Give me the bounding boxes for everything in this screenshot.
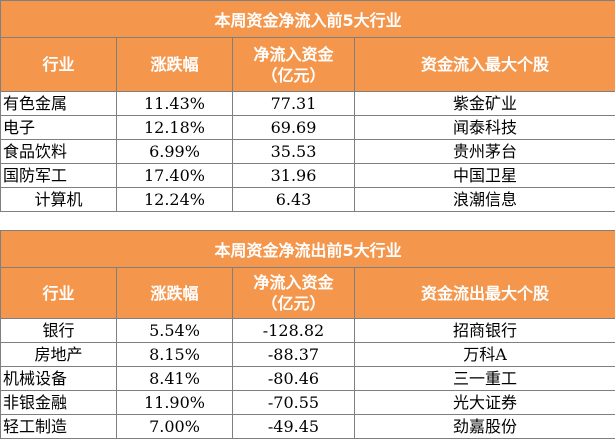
change-cell: 12.18% <box>116 115 233 140</box>
outflow-header-change: 涨跌幅 <box>116 267 233 319</box>
net-cell: -70.55 <box>232 390 355 415</box>
change-cell: 11.90% <box>116 390 233 415</box>
inflow-table-title: 本周资金净流入前5大行业 <box>0 0 615 38</box>
stock-cell: 闻泰科技 <box>353 115 615 140</box>
change-cell: 5.54% <box>116 318 233 343</box>
stock-cell: 中国卫星 <box>353 163 615 188</box>
inflow-header-top-stock: 资金流入最大个股 <box>353 37 615 92</box>
stock-cell: 万科A <box>353 342 615 367</box>
outflow-header-top-stock: 资金流出最大个股 <box>353 267 615 319</box>
change-cell: 8.15% <box>116 342 233 367</box>
table-row: 非银金融 11.90% -70.55 光大证券 <box>0 390 615 415</box>
inflow-header-net: 净流入资金 （亿元） <box>232 37 355 92</box>
table-row: 计算机 12.24% 6.43 浪潮信息 <box>0 187 615 212</box>
change-cell: 12.24% <box>116 187 233 212</box>
table-row: 轻工制造 7.00% -49.45 劲嘉股份 <box>0 414 615 439</box>
outflow-header-net-line1: 净流入资金 <box>253 273 334 292</box>
table-row: 房地产 8.15% -88.37 万科A <box>0 342 615 367</box>
table-row: 电子 12.18% 69.69 闻泰科技 <box>0 115 615 140</box>
stock-cell: 招商银行 <box>353 318 615 343</box>
net-cell: -128.82 <box>232 318 355 343</box>
industry-cell: 计算机 <box>0 187 117 212</box>
outflow-header-net: 净流入资金 （亿元） <box>232 267 355 319</box>
inflow-header-change: 涨跌幅 <box>116 37 233 92</box>
industry-cell: 国防军工 <box>0 163 117 188</box>
inflow-header-row: 行业 涨跌幅 净流入资金 （亿元） 资金流入最大个股 <box>0 37 615 92</box>
change-cell: 17.40% <box>116 163 233 188</box>
industry-cell: 食品饮料 <box>0 139 117 164</box>
industry-cell: 轻工制造 <box>0 414 117 439</box>
net-cell: 77.31 <box>232 91 355 116</box>
industry-cell: 非银金融 <box>0 390 117 415</box>
outflow-title-row: 本周资金净流出前5大行业 <box>0 230 615 268</box>
net-cell: 69.69 <box>232 115 355 140</box>
stock-cell: 劲嘉股份 <box>353 414 615 439</box>
table-row: 机械设备 8.41% -80.46 三一重工 <box>0 366 615 391</box>
inflow-table: 本周资金净流入前5大行业 行业 涨跌幅 净流入资金 （亿元） 资金流入最大个股 … <box>0 0 615 212</box>
inflow-title-row: 本周资金净流入前5大行业 <box>0 0 615 38</box>
change-cell: 7.00% <box>116 414 233 439</box>
net-cell: -88.37 <box>232 342 355 367</box>
table-row: 银行 5.54% -128.82 招商银行 <box>0 318 615 343</box>
industry-cell: 银行 <box>0 318 117 343</box>
stock-cell: 三一重工 <box>353 366 615 391</box>
table-row: 国防军工 17.40% 31.96 中国卫星 <box>0 163 615 188</box>
inflow-header-industry: 行业 <box>0 37 117 92</box>
stock-cell: 光大证券 <box>353 390 615 415</box>
net-cell: -80.46 <box>232 366 355 391</box>
stock-cell: 浪潮信息 <box>353 187 615 212</box>
inflow-header-net-line2: （亿元） <box>261 65 326 85</box>
outflow-header-net-line2: （亿元） <box>261 294 326 313</box>
outflow-table: 本周资金净流出前5大行业 行业 涨跌幅 净流入资金 （亿元） 资金流出最大个股 … <box>0 230 615 439</box>
outflow-table-title: 本周资金净流出前5大行业 <box>0 230 615 268</box>
industry-cell: 有色金属 <box>0 91 117 116</box>
net-cell: 35.53 <box>232 139 355 164</box>
table-row: 有色金属 11.43% 77.31 紫金矿业 <box>0 91 615 116</box>
table-row: 食品饮料 6.99% 35.53 贵州茅台 <box>0 139 615 164</box>
inflow-header-net-line1: 净流入资金 <box>253 44 334 64</box>
stock-cell: 贵州茅台 <box>353 139 615 164</box>
change-cell: 6.99% <box>116 139 233 164</box>
industry-cell: 电子 <box>0 115 117 140</box>
industry-cell: 机械设备 <box>0 366 117 391</box>
outflow-header-industry: 行业 <box>0 267 117 319</box>
change-cell: 11.43% <box>116 91 233 116</box>
net-cell: 6.43 <box>232 187 355 212</box>
industry-cell: 房地产 <box>0 342 117 367</box>
net-cell: 31.96 <box>232 163 355 188</box>
net-cell: -49.45 <box>232 414 355 439</box>
outflow-header-row: 行业 涨跌幅 净流入资金 （亿元） 资金流出最大个股 <box>0 267 615 319</box>
stock-cell: 紫金矿业 <box>353 91 615 116</box>
change-cell: 8.41% <box>116 366 233 391</box>
